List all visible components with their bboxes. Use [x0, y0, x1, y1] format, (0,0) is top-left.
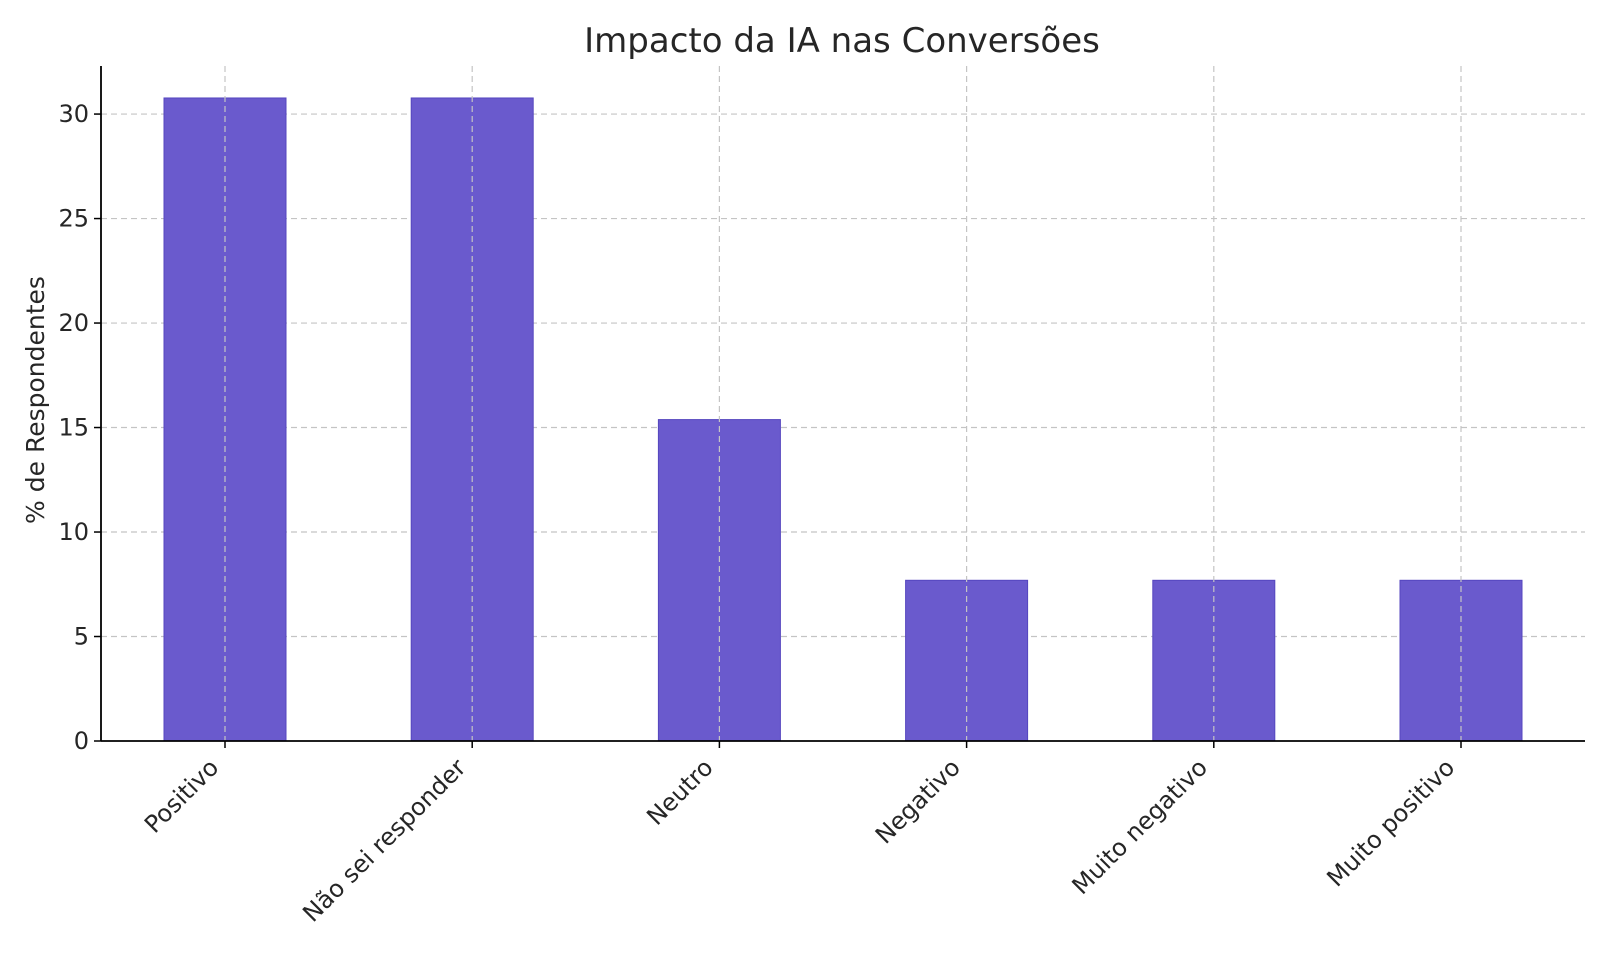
x-tick-label: Muito negativo — [1067, 753, 1214, 900]
x-tick-label: Muito positivo — [1321, 753, 1460, 892]
x-tick-label: Não sei responder — [297, 753, 471, 927]
x-ticks: Positivo Não sei responder Neutro Negativo M… — [139, 741, 1462, 928]
y-tick-label: 30 — [58, 100, 89, 128]
chart-title: Impacto da IA nas Conversões — [584, 21, 1100, 61]
y-tick-label: 5 — [74, 623, 89, 651]
x-tick-label: Neutro — [641, 753, 718, 830]
x-tick-label: Positivo — [139, 753, 224, 838]
y-tick-label: 20 — [58, 309, 89, 337]
x-tick-label: Negativo — [870, 753, 966, 849]
y-tick-label: 10 — [58, 518, 89, 546]
y-tick-label: 25 — [58, 205, 89, 233]
bars — [163, 66, 1523, 742]
y-ticks: 0 5 10 15 20 25 30 — [58, 100, 101, 755]
y-tick-label: 15 — [58, 414, 89, 442]
y-tick-label: 0 — [74, 727, 89, 755]
axes — [100, 66, 1585, 742]
grid — [101, 113, 1585, 638]
y-axis-label: % de Respondentes — [21, 276, 50, 524]
